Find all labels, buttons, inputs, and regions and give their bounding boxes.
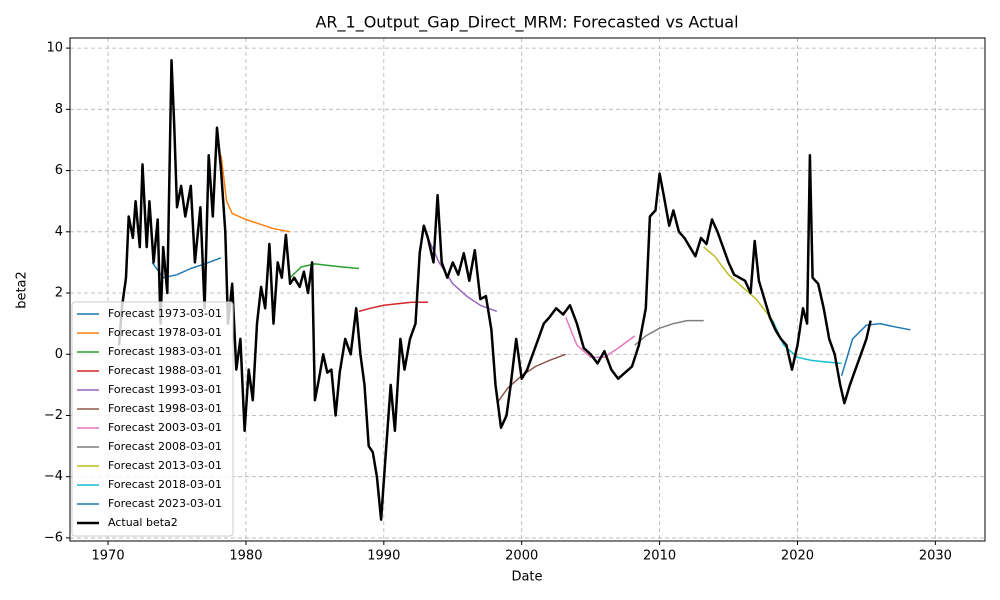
legend-label: Forecast 1998-03-01 xyxy=(108,402,222,415)
x-tick-label: 2000 xyxy=(505,549,538,564)
plot-frame xyxy=(69,37,986,542)
series-line xyxy=(220,155,291,233)
legend-label: Forecast 1973-03-01 xyxy=(108,307,222,320)
legend-label: Forecast 2008-03-01 xyxy=(108,440,222,453)
legend-label: Forecast 2013-03-01 xyxy=(108,459,222,472)
series-line xyxy=(703,246,774,322)
x-tick-label: 2030 xyxy=(919,549,952,564)
legend-label: Forecast 2018-03-01 xyxy=(108,478,222,491)
x-tick-label: 1970 xyxy=(92,549,125,564)
x-tick-label: 1990 xyxy=(367,549,400,564)
legend-label: Forecast 1993-03-01 xyxy=(108,383,222,396)
y-tick-label: 8 xyxy=(55,102,63,117)
legend-box xyxy=(71,301,234,537)
legend-label: Forecast 1988-03-01 xyxy=(108,364,222,377)
legend-label: Forecast 1983-03-01 xyxy=(108,345,222,358)
legend: Forecast 1973-03-01 Forecast 1978-03-01 Fo… xyxy=(71,301,234,537)
legend-label: Forecast 1978-03-01 xyxy=(108,326,222,339)
series-line xyxy=(427,237,498,313)
y-tick-label: 6 xyxy=(55,163,63,178)
y-tick-label: 2 xyxy=(55,286,63,301)
series-line xyxy=(565,317,636,359)
x-tick-label: 1980 xyxy=(229,549,262,564)
series-line xyxy=(117,59,872,521)
series-line xyxy=(634,319,704,346)
x-tick-label: 2010 xyxy=(643,549,676,564)
y-tick-label: −4 xyxy=(44,469,63,484)
y-axis-label: beta2 xyxy=(15,271,30,309)
y-tick-label: −2 xyxy=(44,408,63,423)
y-tick-label: −6 xyxy=(44,530,63,545)
series-line xyxy=(496,353,567,404)
x-axis-label: Date xyxy=(511,570,542,585)
legend-label: Actual beta2 xyxy=(108,516,178,529)
legend-label: Forecast 2003-03-01 xyxy=(108,421,222,434)
y-tick-label: 10 xyxy=(46,41,63,56)
series-line xyxy=(358,301,428,313)
x-tick-label: 2020 xyxy=(781,549,814,564)
y-tick-label: 0 xyxy=(55,347,63,362)
legend-label: Forecast 2023-03-01 xyxy=(108,497,222,510)
series-line xyxy=(289,263,360,279)
series-line xyxy=(840,322,911,376)
chart-title: AR_1_Output_Gap_Direct_MRM: Forecasted v… xyxy=(315,13,738,33)
y-tick-label: 4 xyxy=(55,224,63,239)
